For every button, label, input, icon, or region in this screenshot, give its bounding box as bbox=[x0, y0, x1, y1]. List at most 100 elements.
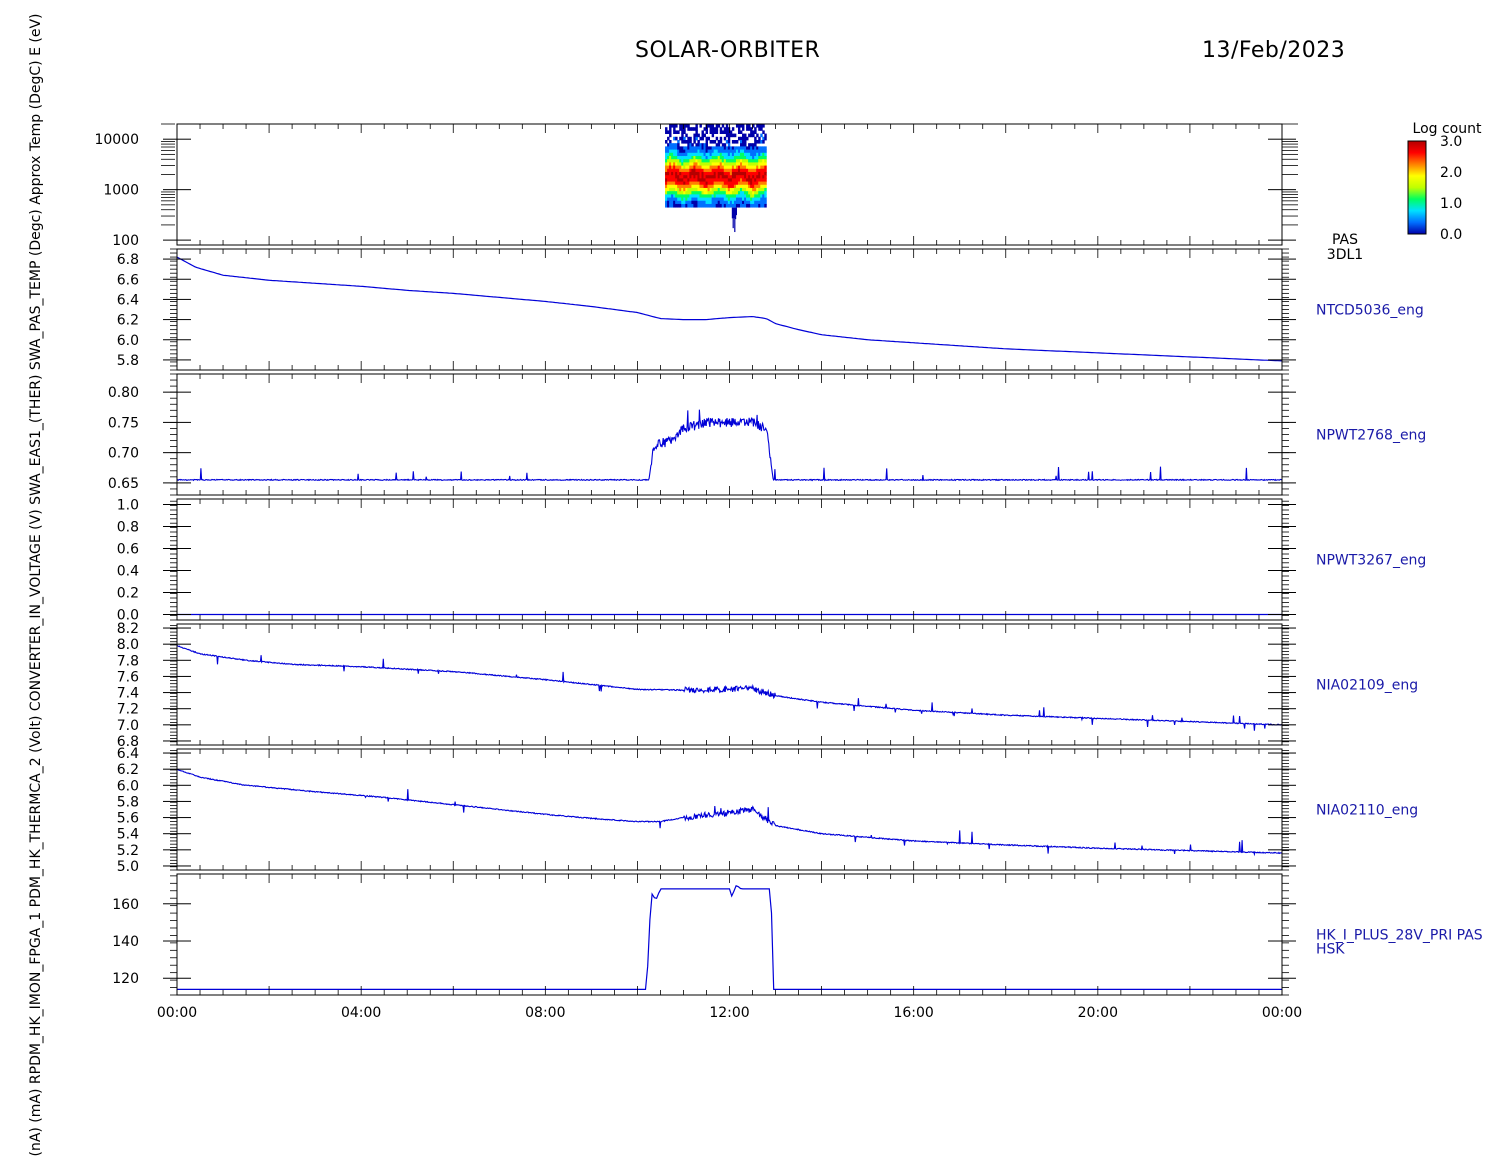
spectrogram-cell bbox=[727, 194, 731, 198]
spectrogram-cell bbox=[671, 165, 674, 170]
spectrogram-cell bbox=[748, 178, 751, 182]
spectrogram-cell bbox=[717, 184, 721, 189]
spectrogram-cell bbox=[721, 146, 725, 150]
spectrogram-cell bbox=[752, 187, 755, 192]
spectrogram-cell bbox=[756, 200, 759, 205]
spectrogram-cell bbox=[673, 124, 676, 128]
spectrogram-cell bbox=[669, 149, 672, 154]
spectrogram-cell bbox=[727, 136, 731, 141]
spectrogram-cell bbox=[719, 146, 723, 150]
spectrogram-cell bbox=[723, 187, 727, 192]
spectrogram-cell bbox=[697, 168, 700, 173]
y-tick-label: 5.6 bbox=[117, 811, 139, 827]
spectrogram-cell bbox=[752, 168, 755, 173]
spectrogram-cell bbox=[742, 162, 745, 166]
spectrogram-cell bbox=[705, 149, 708, 154]
spectrogram-cell bbox=[740, 139, 743, 144]
spectrogram-cell bbox=[723, 197, 727, 202]
spectrogram-cell bbox=[752, 178, 755, 182]
spectrogram-cell bbox=[740, 203, 743, 208]
spectrogram-cell bbox=[707, 124, 711, 128]
spectrogram-cell bbox=[679, 175, 682, 179]
spectrogram-cell bbox=[699, 178, 702, 182]
spectrogram-cell bbox=[669, 159, 672, 163]
spectrogram-cell bbox=[677, 197, 680, 202]
spectrogram-cell bbox=[733, 178, 737, 182]
spectrogram-cell bbox=[693, 165, 696, 170]
spectrogram-cell bbox=[725, 155, 729, 160]
spectrogram-cell bbox=[737, 171, 741, 176]
spectrogram-cell bbox=[731, 200, 735, 205]
spectrogram-cell bbox=[689, 143, 692, 147]
spectrogram-cell bbox=[665, 162, 668, 166]
spectrogram-cell bbox=[687, 146, 690, 150]
spectrogram-cell bbox=[667, 191, 670, 195]
spectrogram-cell bbox=[673, 171, 676, 176]
spectrogram-cell bbox=[754, 143, 757, 147]
spectrogram-cell bbox=[754, 146, 757, 150]
spectrogram-cell bbox=[750, 178, 753, 182]
spectrogram-cell bbox=[727, 162, 731, 166]
spectrogram-cell bbox=[673, 127, 676, 131]
spectrogram-cell bbox=[695, 175, 698, 179]
spectrogram-cell bbox=[750, 171, 753, 176]
spectrogram-cell bbox=[671, 203, 674, 208]
spectrogram-cell bbox=[750, 162, 753, 166]
spectrogram-cell bbox=[742, 143, 745, 147]
data-trace-panel-2 bbox=[176, 409, 1283, 482]
spectrogram-cell bbox=[711, 165, 715, 170]
spectrogram-cell bbox=[699, 197, 702, 202]
spectrogram-cell bbox=[687, 127, 690, 131]
spectrogram-cell bbox=[742, 165, 745, 170]
spectrogram-cell bbox=[675, 197, 678, 202]
spectrogram-cell bbox=[723, 200, 727, 205]
spectrogram-cell bbox=[665, 165, 668, 170]
spectrogram-cell bbox=[737, 136, 741, 141]
spectrogram-cell bbox=[687, 203, 690, 208]
spectrogram-cell bbox=[681, 136, 684, 141]
spectrogram-cell bbox=[760, 149, 763, 154]
spectrogram-cell bbox=[756, 181, 759, 186]
spectrogram-cell bbox=[737, 124, 741, 128]
spectrogram-cell bbox=[740, 152, 743, 157]
spectrogram-cell bbox=[735, 187, 739, 192]
spectrogram-cell bbox=[717, 143, 721, 147]
spectrogram-cell bbox=[717, 197, 721, 202]
spectrogram-cell bbox=[683, 171, 686, 176]
spectrogram-cell bbox=[737, 187, 741, 192]
spectrogram-cell bbox=[752, 162, 755, 166]
spectrogram-cell bbox=[673, 197, 676, 202]
spectrogram-cell bbox=[677, 168, 680, 173]
spectrogram-cell bbox=[723, 146, 727, 150]
spectrogram-cell bbox=[665, 175, 668, 179]
spectrogram-cell bbox=[695, 124, 698, 128]
spectrogram-cell bbox=[758, 127, 761, 131]
spectrogram-cell bbox=[735, 152, 739, 157]
spectrogram-cell bbox=[699, 203, 702, 208]
spectrogram-cell bbox=[742, 149, 745, 154]
spectrogram-cell bbox=[760, 175, 763, 179]
spectrogram-cell bbox=[719, 191, 723, 195]
spectrogram-cell bbox=[756, 124, 759, 128]
spectrogram-cell bbox=[740, 168, 743, 173]
spectrogram-cell bbox=[701, 155, 704, 160]
spectrogram-cell bbox=[754, 136, 757, 141]
spectrogram-cell bbox=[675, 136, 678, 141]
spectrogram-cell bbox=[689, 127, 692, 131]
spectrogram-cell bbox=[764, 191, 767, 195]
spectrogram-cell bbox=[677, 165, 680, 170]
y-tick-label: 0.75 bbox=[108, 415, 139, 431]
spectrogram-cell bbox=[731, 139, 735, 144]
spectrogram-cell bbox=[707, 181, 711, 186]
spectrogram-cell bbox=[754, 152, 757, 157]
spectrogram-cell bbox=[703, 171, 706, 176]
spectrogram-cell bbox=[760, 184, 763, 189]
spectrogram-cell bbox=[687, 194, 690, 198]
spectrogram-cell bbox=[762, 203, 765, 208]
spectrogram-cell bbox=[754, 178, 757, 182]
spectrogram-cell bbox=[707, 203, 711, 208]
spectrogram-cell bbox=[697, 139, 700, 144]
spectrogram-cell bbox=[699, 184, 702, 189]
spectrogram-cell bbox=[750, 203, 753, 208]
spectrogram-cell bbox=[748, 184, 751, 189]
